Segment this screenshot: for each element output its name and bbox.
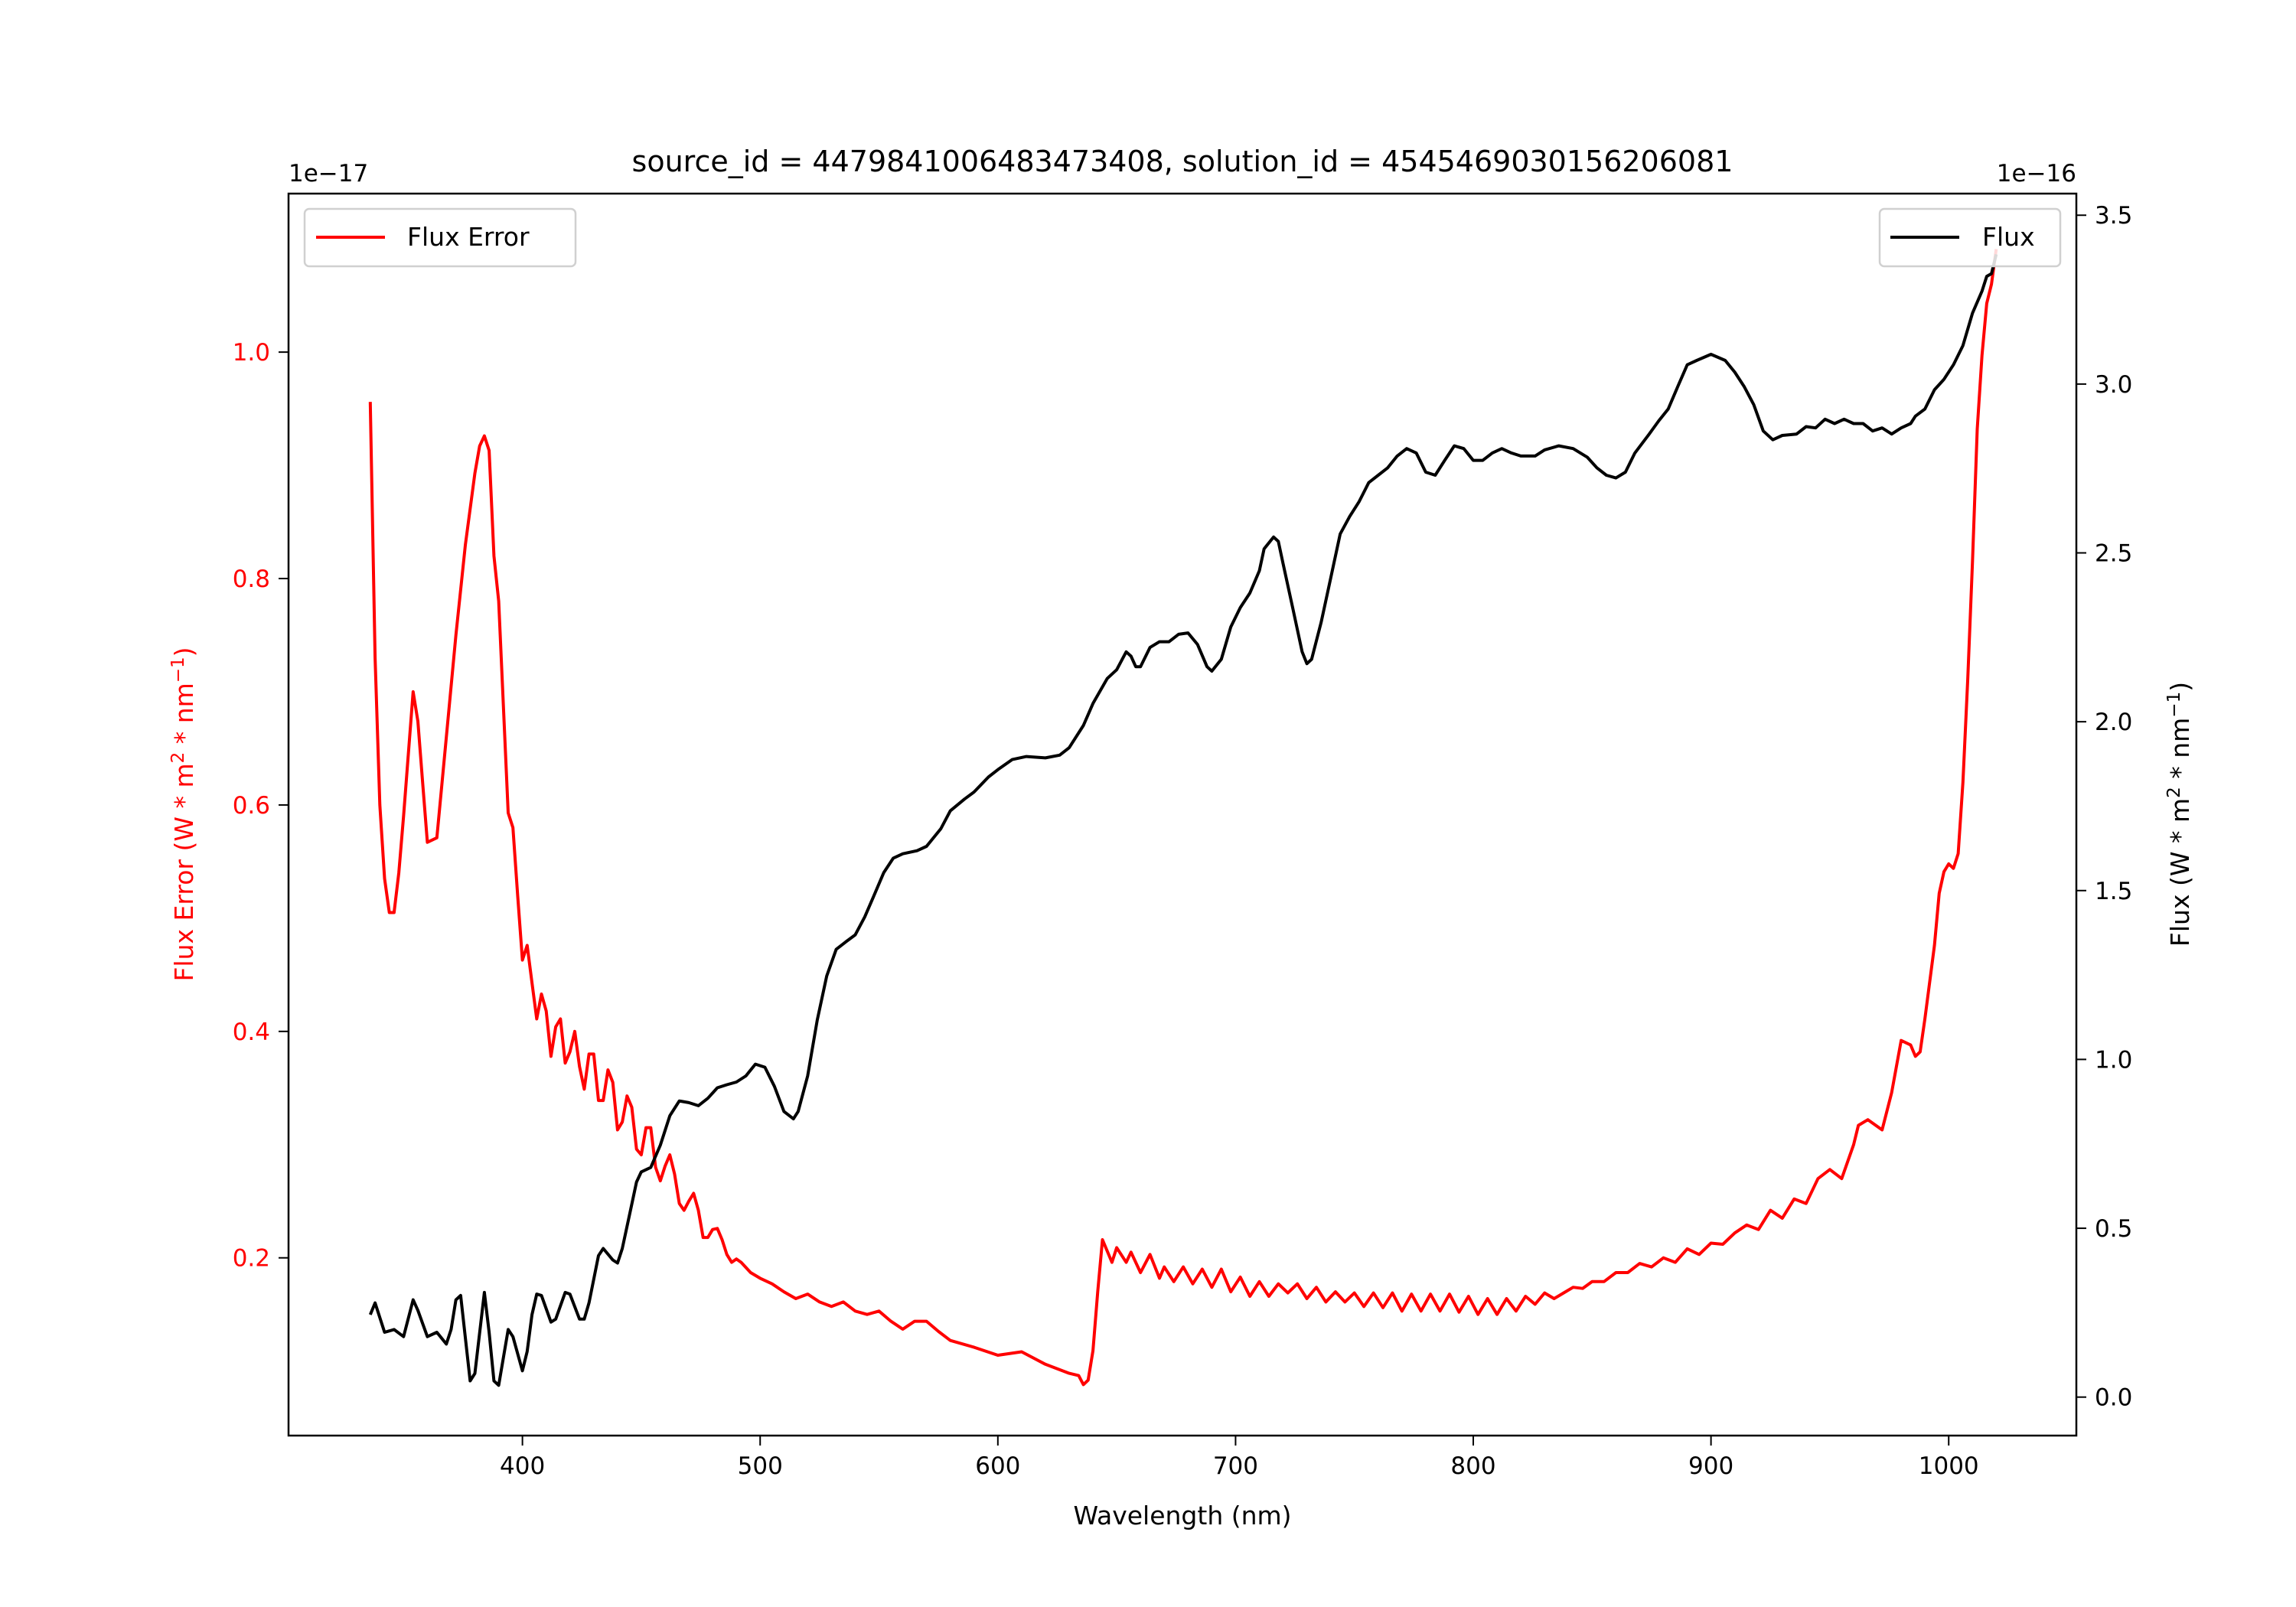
left-offset-text: 1e−17	[289, 160, 368, 187]
legend-label: Flux Error	[407, 222, 530, 252]
flux-error-line	[368, 249, 1998, 1387]
x-tick-label: 900	[1688, 1452, 1733, 1480]
left-y-axis-label: Flux Error (W * m2 * nm−1)	[168, 647, 199, 981]
x-tick-label: 700	[1213, 1452, 1258, 1480]
left-y-tick-label: 0.2	[233, 1245, 270, 1273]
left-ylabel-sup: −1	[168, 657, 188, 683]
left-ylabel-part: * nm	[169, 683, 199, 752]
x-tick-label: 800	[1450, 1452, 1495, 1480]
ticks-layer: 400 500 600 700 800 900 1000 0.2 0.4 0.6 0.8 1.0 0.0…	[233, 202, 2133, 1480]
left-ylabel-part: Flux Error (W * m	[169, 763, 199, 981]
x-tick-label: 1000	[1919, 1452, 1979, 1480]
right-ylabel-part: * nm	[2165, 718, 2195, 787]
series-layer	[368, 249, 1998, 1387]
right-ylabel-part: Flux (W * m	[2165, 798, 2195, 947]
left-y-tick-label: 0.6	[233, 792, 270, 820]
right-y-tick-label: 1.5	[2095, 878, 2132, 905]
legend-box	[303, 207, 577, 268]
right-y-tick-label: 2.0	[2095, 709, 2132, 736]
legend-box	[1878, 207, 2062, 268]
x-axis-label: Wavelength (nm)	[1073, 1501, 1291, 1530]
right-y-tick-label: 2.5	[2095, 540, 2132, 568]
left-ylabel-part: )	[169, 647, 199, 657]
left-y-tick-label: 1.0	[233, 339, 270, 367]
left-y-tick-label: 0.4	[233, 1019, 270, 1046]
right-ylabel-part: )	[2165, 682, 2195, 692]
right-y-axis-label: Flux (W * m2 * nm−1)	[2164, 682, 2195, 947]
legend-flux: Flux	[1878, 207, 2062, 268]
plot-frame	[287, 192, 2078, 1437]
right-y-tick-label: 1.0	[2095, 1046, 2132, 1074]
x-tick-label: 500	[738, 1452, 783, 1480]
left-y-tick-label: 0.8	[233, 566, 270, 593]
chart-title: source_id = 4479841006483473408, solutio…	[632, 145, 1733, 178]
flux-line	[368, 253, 1998, 1387]
x-tick-label: 600	[975, 1452, 1020, 1480]
left-ylabel-sup: 2	[168, 752, 188, 764]
right-y-tick-label: 3.0	[2095, 371, 2132, 399]
right-y-tick-label: 0.0	[2095, 1384, 2132, 1412]
right-y-tick-label: 0.5	[2095, 1215, 2132, 1243]
legend-flux-error: Flux Error	[303, 207, 577, 268]
right-ylabel-sup: 2	[2164, 787, 2184, 798]
right-offset-text: 1e−16	[1997, 160, 2076, 187]
right-y-tick-label: 3.5	[2095, 202, 2132, 230]
legend-label: Flux	[1982, 222, 2035, 252]
x-tick-label: 400	[500, 1452, 545, 1480]
right-ylabel-sup: −1	[2164, 692, 2184, 718]
